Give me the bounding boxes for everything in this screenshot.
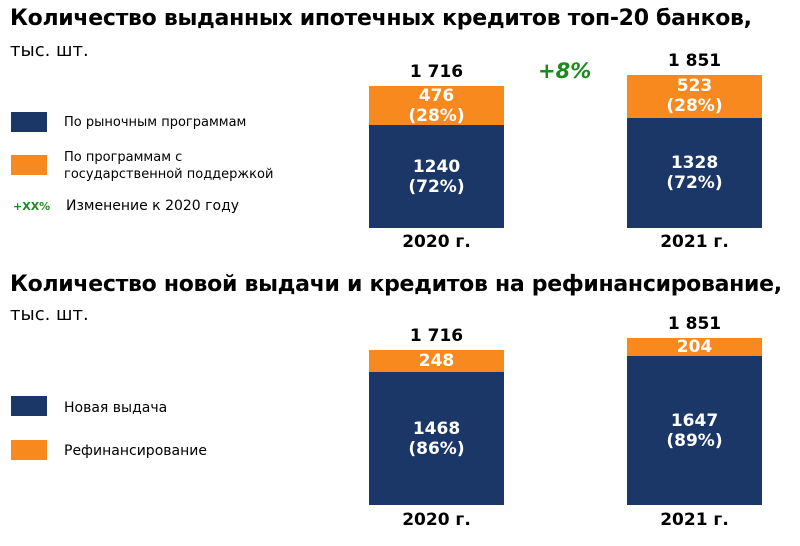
legend-change-marker: +XX% xyxy=(13,200,51,213)
legend-swatch-state xyxy=(11,155,47,175)
data-label: 1468 xyxy=(412,418,461,439)
data-label: 1240 xyxy=(412,156,461,177)
legend-label-new: Новая выдача xyxy=(64,400,168,416)
data-label: 1328 xyxy=(670,153,719,173)
data-label: (72%) xyxy=(666,173,723,193)
chart2-bar-navy-1: 1647 (89%) xyxy=(627,356,762,505)
chart2-category-label: 2020 г. xyxy=(402,510,471,530)
legend-label-state: По программам с государственной поддержк… xyxy=(64,150,274,182)
chart2-subtitle: тыс. шт. xyxy=(10,304,89,325)
chart2-bar-orange-0: 248 xyxy=(369,350,504,373)
data-label: (28%) xyxy=(666,96,723,117)
data-label: (89%) xyxy=(666,430,723,451)
chart2-title: Количество новой выдачи и кредитов на ре… xyxy=(10,272,782,297)
chart1-total-label: 1 716 xyxy=(409,61,464,82)
chart1-bar-orange-1: 523 (28%) xyxy=(627,74,762,119)
legend-label-market: По рыночным программам xyxy=(64,115,247,130)
chart2-category-label: 2021 г. xyxy=(660,510,729,530)
chart2-bar-navy-0: 1468 (86%) xyxy=(369,372,504,505)
data-label: 523 xyxy=(676,76,713,97)
change-label: +8% xyxy=(538,59,592,83)
data-label: (72%) xyxy=(408,176,465,197)
data-label: (86%) xyxy=(408,438,465,459)
data-label: (28%) xyxy=(408,105,465,126)
legend-change-label: Изменение к 2020 году xyxy=(66,198,240,214)
chart1-category-label: 2021 г. xyxy=(660,232,729,252)
chart1-subtitle: тыс. шт. xyxy=(10,40,89,61)
chart1-bar-navy-0: 1240 (72%) xyxy=(369,125,504,228)
chart2-total-label: 1 851 xyxy=(667,313,722,334)
data-label: 248 xyxy=(418,351,455,372)
chart2-total-label: 1 716 xyxy=(409,326,464,347)
legend-label-refi: Рефинансирование xyxy=(64,443,207,459)
data-label: 476 xyxy=(418,85,455,106)
legend-swatch-market xyxy=(11,112,47,132)
chart1-bar-orange-0: 476 (28%) xyxy=(369,85,504,126)
data-label: 204 xyxy=(676,337,713,358)
chart1-category-label: 2020 г. xyxy=(402,232,471,252)
chart1-total-label: 1 851 xyxy=(667,50,722,71)
chart2-bar-orange-1: 204 xyxy=(627,337,762,358)
legend-swatch-refi xyxy=(11,440,47,460)
chart1-title: Количество выданных ипотечных кредитов т… xyxy=(10,6,752,31)
data-label: 1647 xyxy=(670,410,719,431)
legend-swatch-new xyxy=(11,396,47,416)
chart1-bar-navy-1: 1328 (72%) xyxy=(627,118,762,228)
